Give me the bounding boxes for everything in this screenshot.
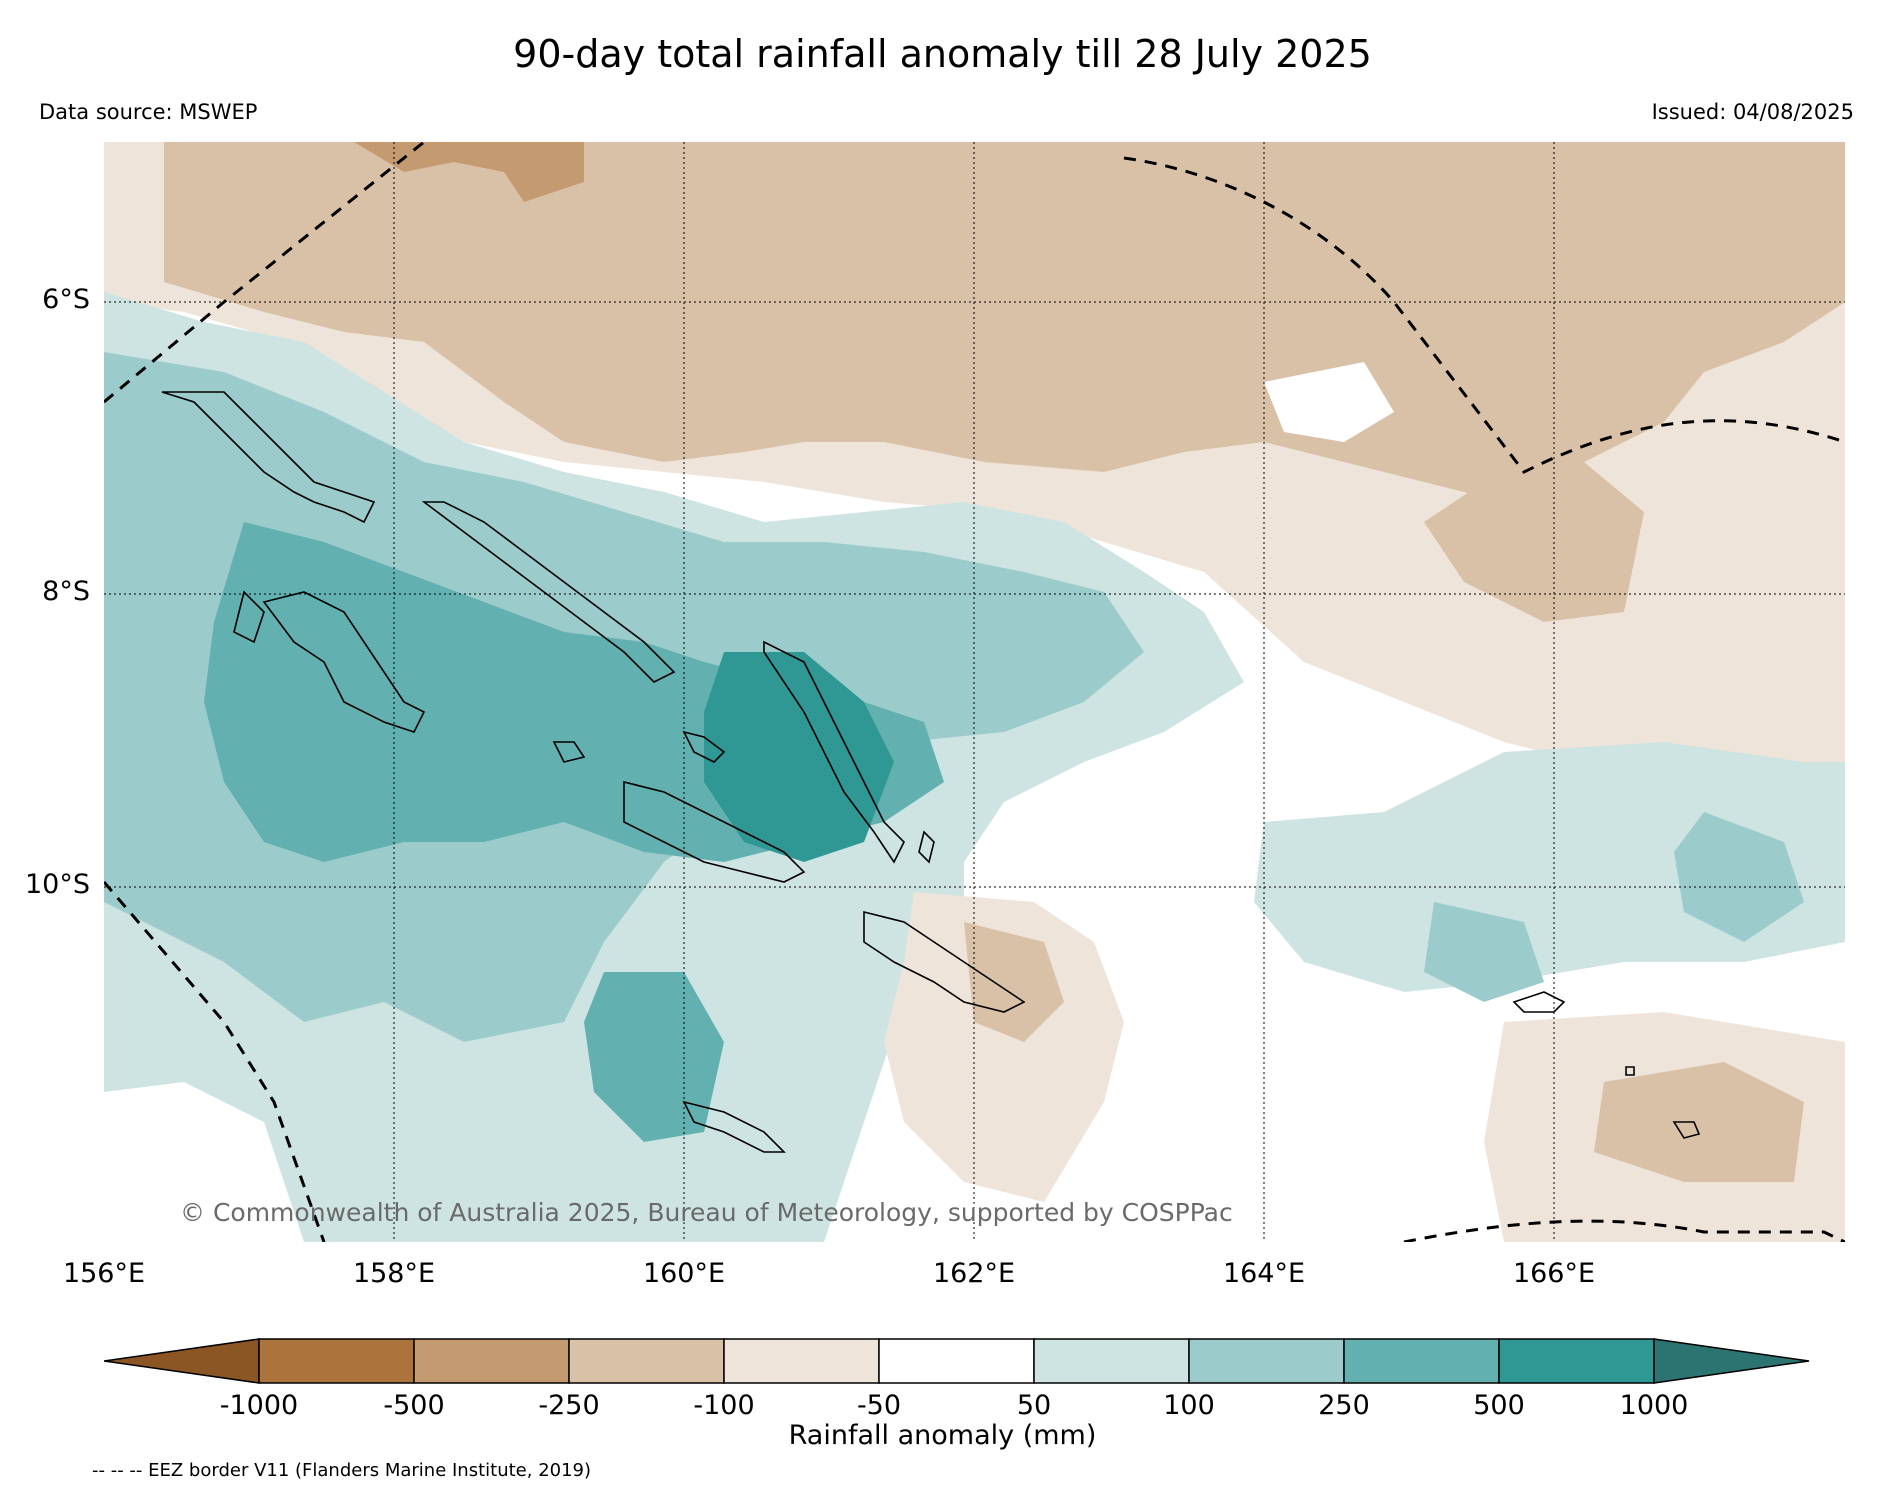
colorbar-bin-6 [1033,1338,1190,1384]
copyright-notice: © Commonwealth of Australia 2025, Bureau… [180,1198,1233,1227]
island-tikopia [1625,1066,1635,1076]
wet-patch-south [584,972,724,1142]
colorbar-bin-2 [413,1338,570,1384]
colorbar-tick: 100 [1163,1390,1215,1421]
wet-patch-east [1254,742,1845,992]
lon-label-160e: 160°E [642,1258,726,1289]
colorbar-extend-high [1653,1338,1810,1384]
wet-patch-east-small [1424,902,1544,1002]
lon-label-164e: 164°E [1222,1258,1306,1289]
island-bougainville [161,391,376,524]
wet-core [704,652,894,862]
colorbar-extend-low [104,1338,260,1384]
dry-patch-dark-north [354,142,584,202]
rainfall-map [104,142,1845,1242]
island-vella [233,590,265,644]
wet-patch-east-mid [1674,812,1804,942]
colorbar-bin-3 [568,1338,725,1384]
colorbar-tick: 50 [1016,1390,1052,1421]
island-rennell [682,1100,786,1153]
colorbar-title: Rainfall anomaly (mm) [788,1420,1097,1451]
island-choiseul [421,501,676,683]
colorbar [104,1338,1810,1384]
colorbar-bin-5 [878,1338,1035,1384]
island-new-georgia [262,591,426,733]
colorbar-bin-8 [1343,1338,1500,1384]
white-gap-south-west [104,1082,304,1242]
coastlines [161,391,1701,1153]
dry-patch-south-east-inner [1594,1062,1804,1182]
dry-patch-south-inner [964,922,1064,1042]
issued-date: Issued: 04/08/2025 [1651,100,1854,124]
eez-legend-note: -- -- -- EEZ border V11 (Flanders Marine… [92,1460,592,1481]
island-santa-cruz [1512,991,1566,1013]
colorbar-tick: -1000 [219,1390,299,1421]
eez-border [104,142,1845,1242]
colorbar-tick: -50 [856,1390,902,1421]
lon-label-158e: 158°E [352,1258,436,1289]
colorbar-tick: 500 [1473,1390,1525,1421]
lon-label-166e: 166°E [1512,1258,1596,1289]
lon-label-156e: 156°E [62,1258,146,1289]
island-makira [863,910,1026,1013]
colorbar-tick: -250 [538,1390,600,1421]
island-vanikoro [1672,1121,1701,1139]
colorbar-tick: -100 [693,1390,755,1421]
lon-label-162e: 162°E [932,1258,1016,1289]
colorbar-bin-9 [1498,1338,1655,1384]
dry-band-north [164,142,1845,502]
colorbar-tick: -500 [383,1390,445,1421]
white-gap-east [1264,362,1394,442]
colorbar-bin-4 [723,1338,880,1384]
island-florida [682,730,726,763]
lat-label-8s: 8°S [42,576,90,607]
island-russell [552,741,586,763]
dry-band-east [1424,462,1644,622]
dry-patch-south-central [884,892,1124,1202]
map-title: 90-day total rainfall anomaly till 28 Ju… [513,32,1372,76]
data-source: Data source: MSWEP [39,100,258,124]
lat-label-6s: 6°S [42,284,90,315]
graticule [104,142,1845,1242]
map-panel [104,142,1845,1242]
colorbar-bin-7 [1188,1338,1345,1384]
colorbar-tick: 250 [1318,1390,1370,1421]
island-guadalcanal [623,780,806,883]
lat-label-10s: 10°S [25,869,90,900]
colorbar-bin-1 [258,1338,415,1384]
island-santa-isabel [763,640,905,864]
colorbar-tick: 1000 [1619,1390,1689,1421]
island-malaita-south [918,830,935,864]
